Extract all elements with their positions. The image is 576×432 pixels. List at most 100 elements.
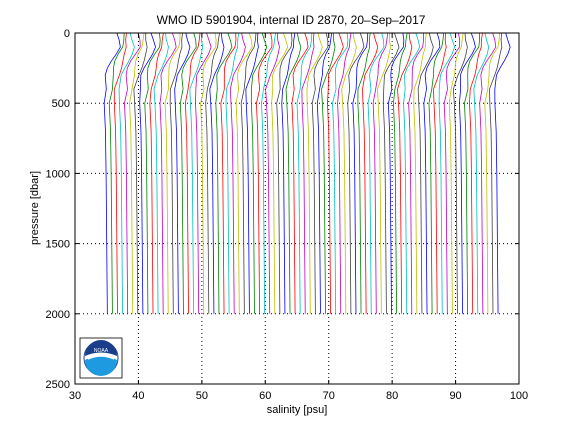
svg-text:NOAA: NOAA <box>94 348 109 354</box>
profile-line <box>377 32 391 314</box>
profile-line <box>448 32 464 314</box>
profile-line <box>184 32 201 314</box>
profile-line <box>321 32 336 314</box>
profile-line <box>220 32 237 314</box>
profile-line <box>423 32 441 314</box>
profile-line <box>337 32 352 314</box>
profile-line <box>382 32 400 314</box>
profile-line <box>367 32 385 314</box>
profile-line <box>149 32 164 314</box>
profile-line <box>250 32 268 314</box>
profile-line <box>169 32 183 314</box>
profile-line <box>311 32 329 314</box>
profile-line <box>113 32 127 314</box>
x-tick-label: 30 <box>69 390 81 402</box>
profile-line <box>108 32 125 314</box>
y-tick-label: 500 <box>52 98 70 110</box>
profile-line <box>347 32 365 314</box>
profile-line <box>129 32 145 314</box>
profile-line <box>443 32 461 314</box>
profile-line <box>276 32 293 314</box>
x-tick-label: 70 <box>323 390 335 402</box>
profile-line <box>327 32 344 314</box>
profile-line <box>458 32 476 314</box>
x-axis-label: salinity [psu] <box>267 404 328 416</box>
noaa-logo: NOAA <box>79 337 123 379</box>
x-tick-label: 90 <box>449 390 461 402</box>
profile-line <box>469 32 483 314</box>
profile-line <box>281 32 296 314</box>
x-axis-ticks: 30 40 50 60 70 80 90 100 <box>69 33 528 402</box>
profile-line <box>316 32 333 314</box>
profile-line <box>174 32 191 314</box>
profile-line <box>403 32 421 314</box>
profile-line <box>397 32 413 314</box>
profile-line <box>433 32 447 314</box>
profile-line <box>285 32 302 314</box>
profile-line <box>256 32 273 314</box>
profile-line <box>195 32 212 314</box>
y-tick-label: 1000 <box>46 168 70 180</box>
y-tick-label: 2500 <box>46 379 70 391</box>
profile-line <box>306 32 323 314</box>
profile-line <box>387 32 405 314</box>
profile-line <box>332 32 349 314</box>
profile-line <box>118 32 135 314</box>
profile-line <box>133 32 148 314</box>
profile-line <box>362 32 379 314</box>
x-tick-label: 60 <box>259 390 271 402</box>
profile-line <box>271 32 289 314</box>
profile-line <box>479 32 497 314</box>
profile-line <box>144 32 161 314</box>
profile-line <box>357 32 371 314</box>
profile-line <box>261 32 277 314</box>
y-tick-label: 1500 <box>46 239 70 251</box>
profile-line <box>408 32 425 314</box>
y-tick-label: 2000 <box>46 309 70 321</box>
profile-line <box>164 32 181 314</box>
profile-line <box>341 32 357 314</box>
profile-line <box>225 32 240 314</box>
profile-line <box>153 32 169 314</box>
profile-line <box>265 32 280 314</box>
profile-line <box>494 32 511 314</box>
profile-line <box>240 32 257 314</box>
profile-line <box>139 32 156 314</box>
x-tick-label: 50 <box>196 390 208 402</box>
profile-line <box>215 32 233 314</box>
profile-line <box>484 32 500 314</box>
profile-line <box>464 32 481 314</box>
profile-line <box>291 32 309 314</box>
profile-line <box>245 32 259 314</box>
profile-line <box>229 32 246 314</box>
profile-line <box>209 32 225 314</box>
profile-line <box>200 32 217 314</box>
x-tick-label: 100 <box>510 390 528 402</box>
profile-line <box>124 32 141 314</box>
profile-line <box>393 32 408 314</box>
profile-line <box>372 32 389 314</box>
profile-line <box>296 32 313 314</box>
profile-line <box>159 32 177 314</box>
chart-title: WMO ID 5901904, internal ID 2870, 20–Sep… <box>157 13 426 27</box>
profile-line <box>417 32 434 314</box>
profile-line <box>489 32 503 314</box>
grid <box>75 33 519 384</box>
profile-line <box>235 32 253 314</box>
profile-line <box>189 32 204 314</box>
y-axis-ticks: 0 500 1000 1500 2000 2500 <box>46 28 519 391</box>
profile-line <box>413 32 427 314</box>
series-group <box>103 32 511 314</box>
profile-line <box>473 32 490 314</box>
profile-line <box>352 32 369 314</box>
y-tick-label: 0 <box>64 28 70 40</box>
y-axis-label: pressure [dbar] <box>29 171 41 245</box>
profile-line <box>428 32 445 314</box>
profile-line <box>103 32 121 314</box>
profile-line <box>205 32 220 314</box>
x-tick-label: 80 <box>386 390 398 402</box>
profile-line <box>179 32 197 314</box>
plot-area-frame <box>74 32 520 385</box>
profile-line <box>438 32 456 314</box>
